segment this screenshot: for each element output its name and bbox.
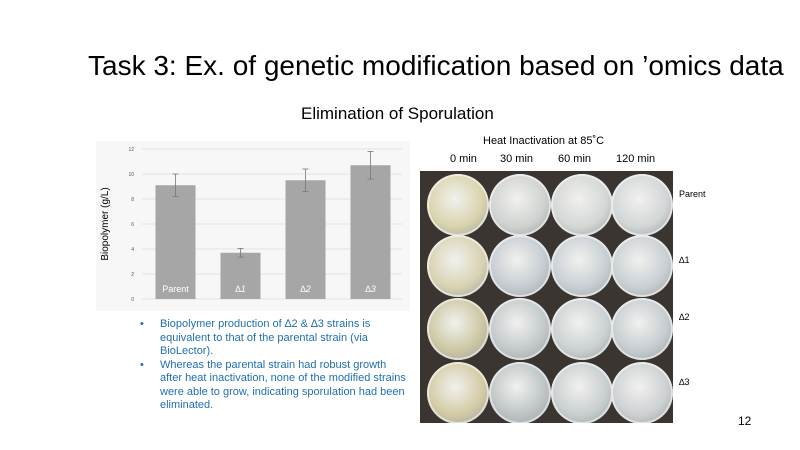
heat-inactivation-title: Heat Inactivation at 85˚C (483, 135, 605, 147)
petri-dish (611, 235, 673, 297)
petri-dish (427, 362, 489, 423)
y-tick-label: 0 (131, 297, 134, 303)
category-label: ∆1 (235, 284, 246, 294)
bar (350, 165, 391, 299)
page-number: 12 (738, 414, 752, 428)
y-axis-label: Biopolymer (g/L) (100, 187, 111, 260)
petri-dish (489, 362, 551, 423)
bar (220, 252, 261, 299)
bar (155, 185, 196, 299)
row-label: ∆1 (679, 255, 690, 265)
petri-dish (551, 174, 613, 236)
chart-svg: 0 2 4 6 8 10 12 Biopolymer (g/L) Parent ∆1 ∆2 ∆3 (100, 147, 402, 303)
bar (285, 180, 326, 299)
slide-title: Task 3: Ex. of genetic modification base… (88, 50, 784, 81)
heat-column-label: 30 min (500, 153, 534, 165)
row-label: ∆2 (679, 312, 690, 322)
petri-dish (427, 298, 489, 360)
slide-subtitle: Elimination of Sporulation (301, 104, 494, 123)
petri-dish (611, 362, 673, 423)
heat-column-label: 120 min (616, 153, 656, 165)
petri-dish (489, 235, 551, 297)
petri-dish (427, 174, 489, 236)
y-tick-label: 2 (131, 272, 134, 278)
y-tick-label: 6 (131, 222, 134, 228)
bullet-list: Biopolymer production of ∆2 & ∆3 strains… (140, 318, 410, 413)
heat-column-label: 60 min (558, 153, 592, 165)
petri-dish (427, 235, 489, 297)
y-tick-label: 8 (131, 197, 134, 203)
row-label: ∆3 (679, 377, 690, 387)
y-tick-label: 4 (131, 247, 134, 253)
petri-dish (489, 174, 551, 236)
bullet-item: Whereas the parental strain had robust g… (140, 359, 410, 413)
petri-dish (611, 174, 673, 236)
biopolymer-chart: 0 2 4 6 8 10 12 Biopolymer (g/L) Parent ∆1 ∆2 ∆3 (96, 141, 410, 311)
category-label: ∆3 (365, 284, 376, 294)
petri-dish (551, 235, 613, 297)
y-tick-label: 12 (128, 147, 134, 153)
bullet-item: Biopolymer production of ∆2 & ∆3 strains… (140, 318, 410, 359)
petri-dish (489, 298, 551, 360)
petri-dish (551, 298, 613, 360)
row-label: Parent (679, 189, 706, 199)
petri-dish (611, 298, 673, 360)
y-tick-label: 10 (128, 172, 134, 178)
category-label: ∆2 (300, 284, 311, 294)
petri-dish (551, 362, 613, 423)
petri-dish-photo (420, 171, 673, 423)
category-label: Parent (162, 284, 189, 294)
heat-column-label: 0 min (450, 153, 477, 165)
